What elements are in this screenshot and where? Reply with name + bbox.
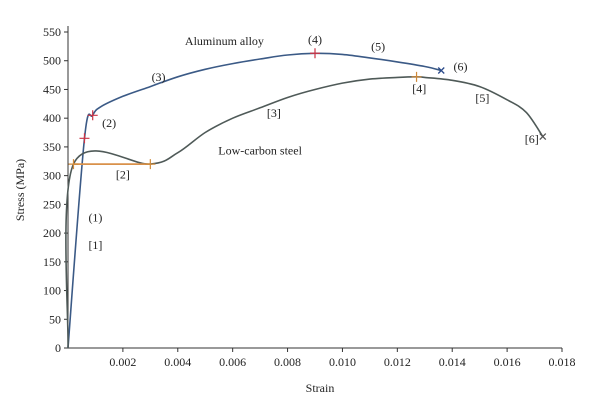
stage-label: (3) [152, 70, 166, 84]
y-tick-label: 250 [43, 197, 61, 211]
stage-label: [4] [412, 81, 426, 95]
y-tick-label: 100 [43, 284, 61, 298]
series-line-low-carbon-steel [65, 75, 544, 349]
x-axis-title: Strain [306, 381, 335, 395]
x-tick-label: 0.008 [274, 355, 301, 369]
stage-label: [5] [475, 91, 489, 105]
series-label: Low-carbon steel [218, 143, 302, 157]
x-tick-label: 0.014 [439, 355, 466, 369]
markers-layer [68, 48, 547, 170]
stage-tick-marker [87, 110, 98, 121]
stage-tick-marker [145, 159, 156, 170]
y-tick-label: 150 [43, 255, 61, 269]
y-tick-label: 350 [43, 140, 61, 154]
stage-label: (4) [308, 32, 322, 46]
stage-tick-marker [310, 48, 320, 59]
end-cross-marker [437, 67, 445, 74]
end-cross-marker [539, 133, 547, 141]
y-axis-title: Stress (MPa) [13, 159, 27, 221]
annotations-layer: Aluminum alloy (1) [1] (2) [2] (3) [3] (4) (5) (6… [88, 32, 538, 252]
y-tick-label: 50 [49, 312, 61, 326]
axes: 0.002 0.004 0.006 0.008 0.010 0.012 0.014 0.016… [43, 25, 576, 369]
stage-label: (2) [102, 116, 116, 130]
stage-label: [1] [88, 238, 102, 252]
y-tick-label: 500 [43, 54, 61, 68]
y-tick-label: 200 [43, 226, 61, 240]
stage-label: (6) [453, 59, 467, 73]
x-tick-label: 0.002 [109, 355, 136, 369]
stage-label: (5) [371, 39, 385, 53]
series-label: Aluminum alloy [185, 34, 264, 48]
stage-tick-marker [68, 159, 79, 170]
y-tick-label: 400 [43, 111, 61, 125]
y-tick-label: 300 [43, 169, 61, 183]
x-tick-label: 0.012 [384, 355, 411, 369]
x-tick-label: 0.010 [329, 355, 356, 369]
stage-label: (1) [88, 211, 102, 225]
x-tick-label: 0.006 [219, 355, 246, 369]
stage-tick-marker [79, 133, 90, 144]
stage-label: [3] [267, 106, 281, 120]
x-tick-label: 0.016 [494, 355, 521, 369]
x-tick-label: 0.018 [549, 355, 576, 369]
stage-tick-marker [411, 71, 422, 82]
y-tick-label: 450 [43, 82, 61, 96]
y-tick-label: 550 [43, 25, 61, 39]
x-tick-label: 0.004 [164, 355, 191, 369]
series-layer [65, 52, 544, 349]
y-tick-label: 0 [55, 341, 61, 355]
series-line-aluminum-alloy [67, 52, 442, 349]
stage-label: [2] [116, 168, 130, 182]
stage-label: [6] [525, 132, 539, 146]
